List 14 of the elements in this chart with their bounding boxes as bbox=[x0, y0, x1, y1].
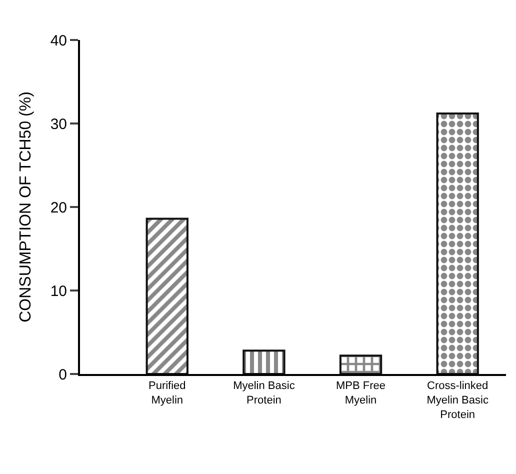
x-tick-label: MPB Free Myelin bbox=[336, 380, 386, 406]
y-tick-label: 10 bbox=[50, 282, 67, 300]
bar bbox=[436, 112, 479, 374]
y-tick-label: 20 bbox=[50, 199, 67, 216]
bar bbox=[242, 350, 286, 374]
y-axis-title: CONSUMPTION OF TCH50 (%) bbox=[18, 92, 35, 322]
bar bbox=[339, 354, 382, 374]
x-tick-label: Cross-linked Myelin Basic Protein bbox=[426, 380, 489, 421]
y-tick-label: 30 bbox=[50, 116, 67, 133]
y-tick-label: 40 bbox=[50, 32, 67, 50]
x-tick-label: Myelin Basic Protein bbox=[233, 380, 296, 406]
x-tick-label: Purified Myelin bbox=[148, 380, 186, 406]
y-tick-label: 0 bbox=[58, 366, 67, 384]
bar bbox=[146, 218, 188, 374]
